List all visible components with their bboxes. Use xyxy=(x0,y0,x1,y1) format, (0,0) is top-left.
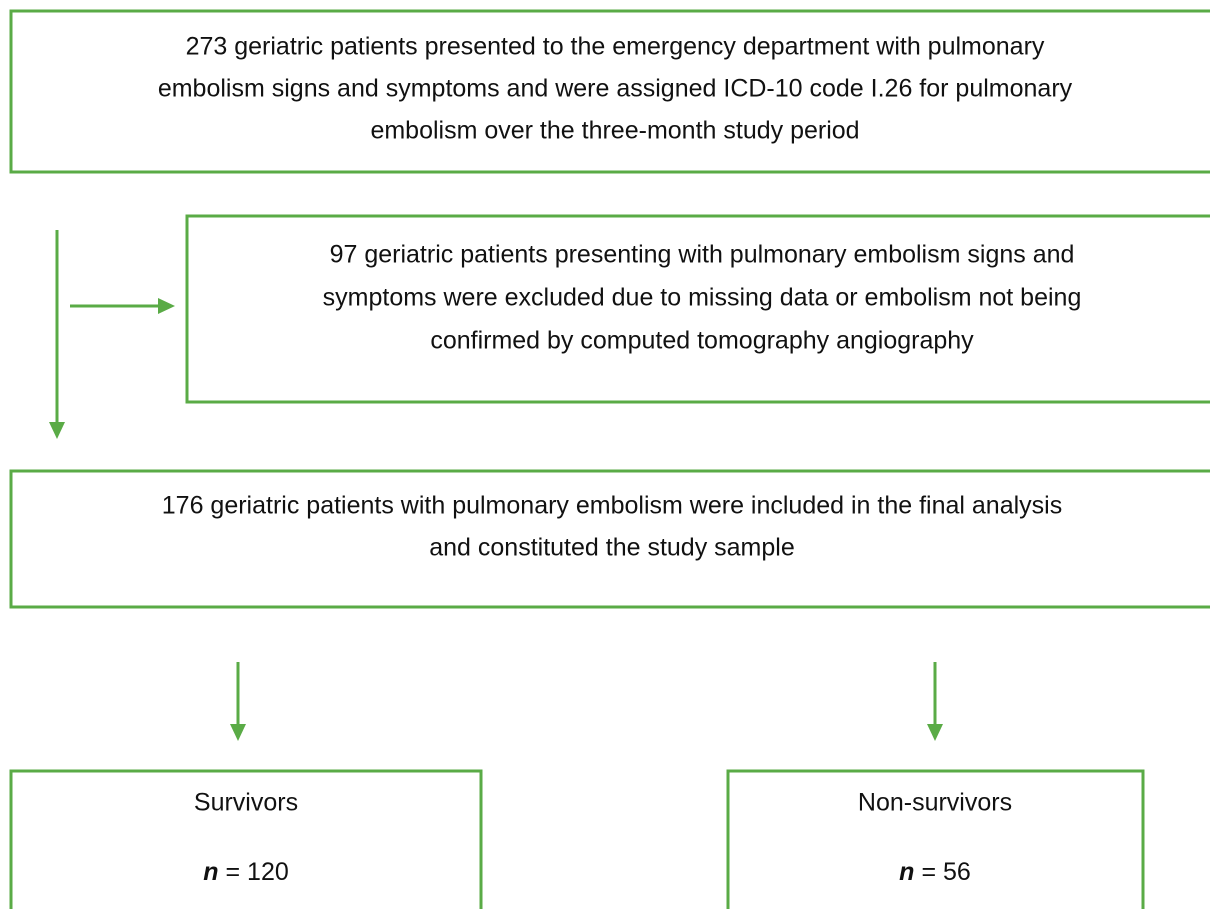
arrow-head xyxy=(49,422,65,439)
group-label: Survivors xyxy=(194,789,298,817)
box-non-survivors xyxy=(726,769,1145,909)
group-count: n = 120 xyxy=(203,858,289,886)
arrow-head xyxy=(927,724,943,741)
box-text: symptoms were excluded due to missing da… xyxy=(323,284,1082,312)
box-text: embolism signs and symptoms and were ass… xyxy=(158,75,1073,103)
group-label: Non-survivors xyxy=(858,789,1012,817)
count-value: = 120 xyxy=(226,858,289,886)
group-count: n = 56 xyxy=(899,858,971,886)
box-text: embolism over the three-month study peri… xyxy=(370,117,859,145)
count-symbol: n xyxy=(899,858,914,886)
arrow-head xyxy=(230,724,246,741)
box-text: 97 geriatric patients presenting with pu… xyxy=(330,241,1075,269)
count-value: = 56 xyxy=(921,858,970,886)
box-total xyxy=(9,9,1210,174)
box-text: 273 geriatric patients presented to the … xyxy=(186,33,1045,61)
count-symbol: n xyxy=(203,858,218,886)
box-text: and constituted the study sample xyxy=(429,534,795,562)
box-survivors xyxy=(9,769,483,909)
box-excluded xyxy=(185,214,1210,404)
box-included xyxy=(9,469,1210,609)
arrow-head xyxy=(158,298,175,314)
box-text: 176 geriatric patients with pulmonary em… xyxy=(162,492,1062,520)
box-text: confirmed by computed tomography angiogr… xyxy=(430,327,974,355)
